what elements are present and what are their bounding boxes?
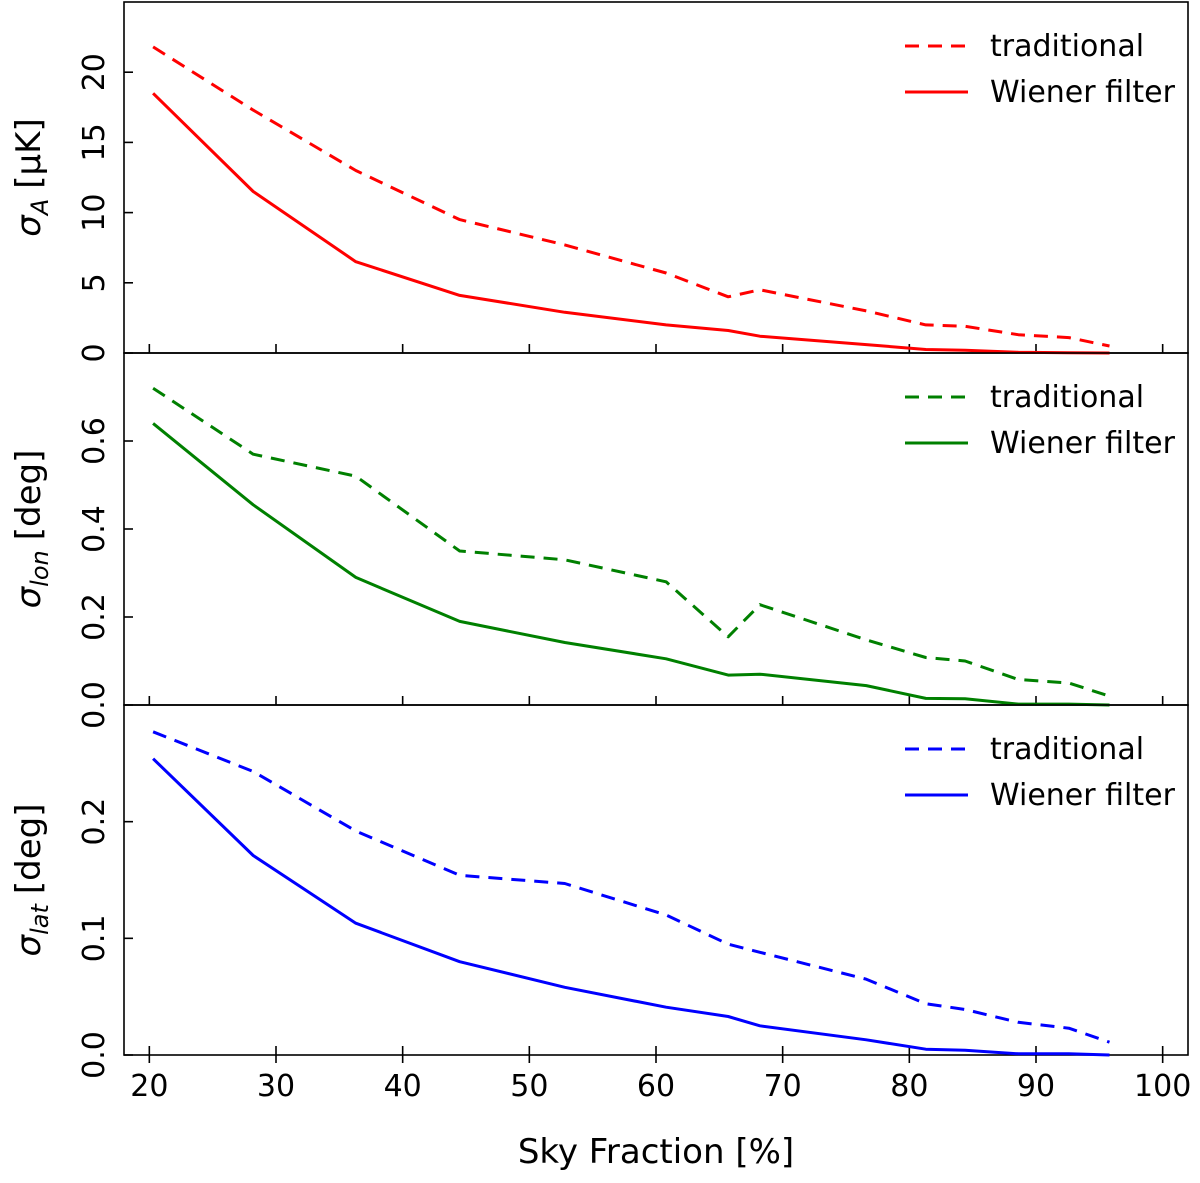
y-tick-label: 0.4 [77,505,112,553]
y-tick-label: 0.2 [77,593,112,641]
x-axis-label: Sky Fraction [%] [518,1132,794,1172]
y-tick-label: 15 [77,123,112,161]
y-tick-label: 0.2 [77,798,112,846]
y-tick-label: 0.0 [77,1031,112,1079]
series-line-traditional [152,386,1110,698]
x-tick-label: 60 [637,1069,675,1104]
series-line-wiener-filter [152,422,1110,707]
series-line-traditional [152,45,1110,348]
y-label-unit: [deg] [9,804,49,895]
x-axis: 20 30 40 50 60 70 80 90 100 Sky Fraction [%] [130,1055,1191,1172]
x-tick-label: 40 [384,1069,422,1104]
y-tick-label: 5 [77,273,112,292]
y-tick-label: 0.1 [77,914,112,962]
panel-top: 0 5 10 15 20 σA [μK] traditional Wiener filter [9,1,1189,363]
y-label-symbol: σ [9,214,49,237]
x-tick-label: 90 [1017,1069,1055,1104]
legend-label: traditional [990,380,1144,415]
x-tick-label: 70 [764,1069,802,1104]
x-tick-label: 30 [257,1069,295,1104]
legend-label: Wiener filter [990,75,1176,110]
y-label-symbol: σ [9,585,49,608]
y-label-subscript: lon [26,550,54,587]
legend-label: Wiener filter [990,778,1176,813]
y-label-subscript: lat [26,903,54,935]
y-tick-label: 0.6 [77,417,112,465]
legend-label: Wiener filter [990,426,1176,461]
y-axis-label: σA [μK] [9,118,54,236]
x-tick-label: 20 [130,1069,168,1104]
x-tick-label: 50 [510,1069,548,1104]
y-tick-label: 20 [77,53,112,91]
legend-label: traditional [990,29,1144,64]
y-label-unit: [deg] [9,450,49,541]
panel-middle: 0.0 0.2 0.4 0.6 σlon [deg] traditional Wiener f… [9,352,1189,729]
series-line-wiener-filter [152,757,1110,1057]
x-tick-label: 100 [1134,1069,1191,1104]
y-tick-label: 0.0 [77,681,112,729]
y-label-subscript: A [26,199,54,217]
x-tick-label: 80 [890,1069,928,1104]
y-axis-label: σlon [deg] [9,450,54,609]
y-tick-label: 0 [77,343,112,362]
y-label-unit: [μK] [9,118,49,188]
panel-bottom: 0.0 0.1 0.2 σlat [deg] traditional Wiener filt… [9,704,1189,1079]
series-line-traditional [152,730,1110,1044]
legend-label: traditional [990,732,1144,767]
y-tick-label: 10 [77,194,112,232]
series-line-wiener-filter [152,92,1110,355]
y-axis-label: σlat [deg] [9,804,54,957]
y-label-symbol: σ [9,933,49,956]
